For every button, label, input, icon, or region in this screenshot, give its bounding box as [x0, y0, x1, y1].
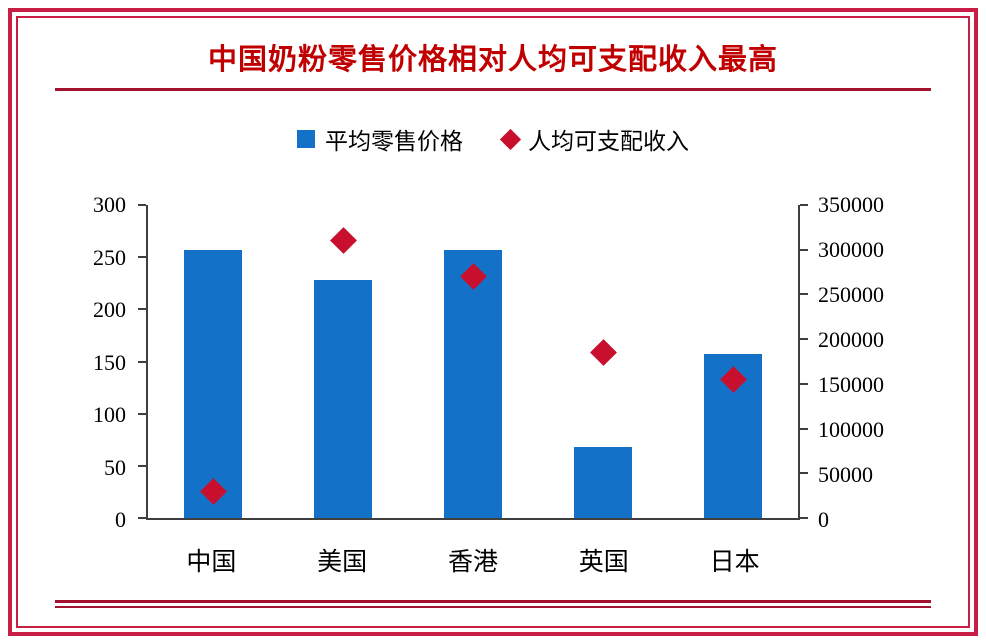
right-y-axis-label: 0 — [818, 507, 829, 532]
diamond-marker-美国 — [329, 227, 357, 255]
title-rule — [55, 88, 931, 91]
left-y-axis-label: 200 — [93, 297, 126, 322]
axis-tick — [800, 427, 808, 430]
legend-label-income: 人均可支配收入 — [528, 129, 689, 154]
axis-tick — [138, 256, 146, 259]
bar-中国 — [184, 249, 242, 518]
left-y-axis-label: 0 — [115, 507, 126, 532]
right-y-axis-label: 100000 — [818, 417, 884, 442]
left-y-axis: 0 50 100 150 200 250 300 — [0, 194, 132, 531]
diamond-marker-英国 — [589, 339, 617, 366]
x-axis-label: 英国 — [578, 549, 629, 576]
left-y-axis-label: 250 — [93, 244, 126, 270]
diamond-swatch-icon — [499, 128, 522, 150]
left-y-axis-label: 100 — [93, 402, 126, 427]
x-axis: 中国 美国 香港 英国 日本 — [146, 542, 800, 582]
right-y-axis-label: 300000 — [818, 237, 884, 262]
axis-tick — [138, 204, 146, 206]
right-y-axis: 0 50000 100000 150000 200000 250000 300000 3500… — [812, 194, 978, 531]
axis-tick — [138, 308, 146, 311]
left-y-axis-label: 300 — [93, 192, 126, 217]
axis-tick — [800, 293, 808, 296]
axis-tick — [800, 338, 808, 341]
left-y-axis-label: 150 — [93, 349, 126, 375]
bar-英国 — [574, 447, 632, 518]
axis-tick — [800, 248, 808, 251]
axis-tick — [800, 472, 808, 475]
axis-tick — [138, 464, 146, 467]
right-y-axis-label: 200000 — [818, 327, 884, 352]
x-axis-label: 美国 — [317, 549, 368, 576]
chart-title: 中国奶粉零售价格相对人均可支配收入最高 — [207, 44, 778, 76]
legend-item-income: 人均可支配收入 — [499, 122, 689, 156]
bar-美国 — [314, 280, 372, 518]
axis-tick — [138, 360, 146, 363]
plot-area — [138, 204, 808, 520]
axis-tick — [800, 517, 808, 519]
right-y-axis-label: 150000 — [818, 372, 884, 397]
x-axis-label: 中国 — [186, 549, 237, 576]
axis-tick — [800, 382, 808, 385]
legend: 平均零售价格 人均可支配收入 — [0, 122, 986, 156]
x-axis-label: 日本 — [709, 549, 760, 576]
right-y-axis-label: 250000 — [818, 282, 884, 307]
axis-tick — [138, 412, 146, 415]
bar-swatch-icon — [297, 130, 315, 148]
right-y-axis-label: 350000 — [818, 192, 884, 217]
x-axis-label: 香港 — [447, 549, 499, 576]
left-y-axis-label: 50 — [104, 454, 126, 480]
bar-香港 — [444, 249, 502, 518]
legend-label-retail-price: 平均零售价格 — [325, 129, 463, 154]
legend-item-retail-price: 平均零售价格 — [297, 122, 463, 156]
axis-tick — [800, 204, 808, 206]
axis-tick — [138, 517, 146, 519]
right-y-axis-label: 50000 — [818, 462, 873, 487]
bottom-rule — [55, 600, 931, 608]
